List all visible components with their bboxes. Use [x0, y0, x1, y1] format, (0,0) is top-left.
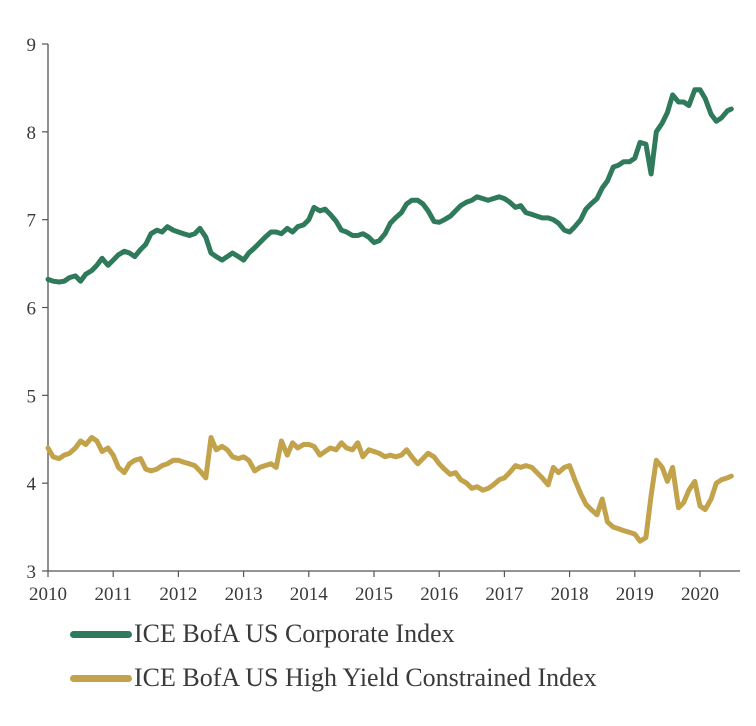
y-tick-label: 5	[27, 386, 37, 407]
legend-label-high-yield: ICE BofA US High Yield Constrained Index	[134, 663, 597, 692]
x-tick-label: 2019	[616, 584, 654, 605]
y-tick-label: 6	[27, 299, 37, 320]
x-tick-label: 2010	[29, 584, 67, 605]
y-tick-label: 8	[27, 123, 37, 144]
line-chart: 3 4 5 6 7 8 9 2010 2011 2012 2013 2014 2015 2016 2017…	[27, 35, 740, 605]
legend-item-corporate: ICE BofA US Corporate Index	[70, 612, 597, 656]
x-tick-label: 2013	[225, 584, 263, 605]
x-tick-label: 2011	[95, 584, 132, 605]
y-tick-label: 9	[27, 35, 37, 56]
series-line-corporate	[45, 87, 734, 285]
legend-swatch-high-yield	[70, 674, 132, 682]
x-tick-label: 2020	[681, 584, 719, 605]
x-tick-label: 2012	[159, 584, 197, 605]
y-tick-label: 4	[27, 474, 37, 495]
legend-item-high-yield: ICE BofA US High Yield Constrained Index	[70, 656, 597, 700]
x-tick-label: 2016	[420, 584, 458, 605]
y-tick-label: 7	[27, 211, 37, 232]
y-axis-ticks: 3 4 5 6 7 8 9	[27, 35, 48, 583]
legend: ICE BofA US Corporate Index ICE BofA US …	[70, 612, 597, 700]
x-tick-label: 2018	[551, 584, 589, 605]
chart-axes	[47, 44, 740, 572]
legend-label-corporate: ICE BofA US Corporate Index	[134, 619, 455, 648]
x-tick-label: 2017	[485, 584, 523, 605]
y-tick-label: 3	[27, 562, 37, 583]
series-lines	[45, 87, 734, 544]
series-line-high-yield	[45, 435, 734, 544]
x-tick-label: 2015	[355, 584, 393, 605]
x-tick-label: 2014	[290, 584, 329, 605]
x-axis-ticks: 2010 2011 2012 2013 2014 2015 2016 2017 2018 2019…	[29, 571, 719, 605]
legend-swatch-corporate	[70, 630, 132, 638]
